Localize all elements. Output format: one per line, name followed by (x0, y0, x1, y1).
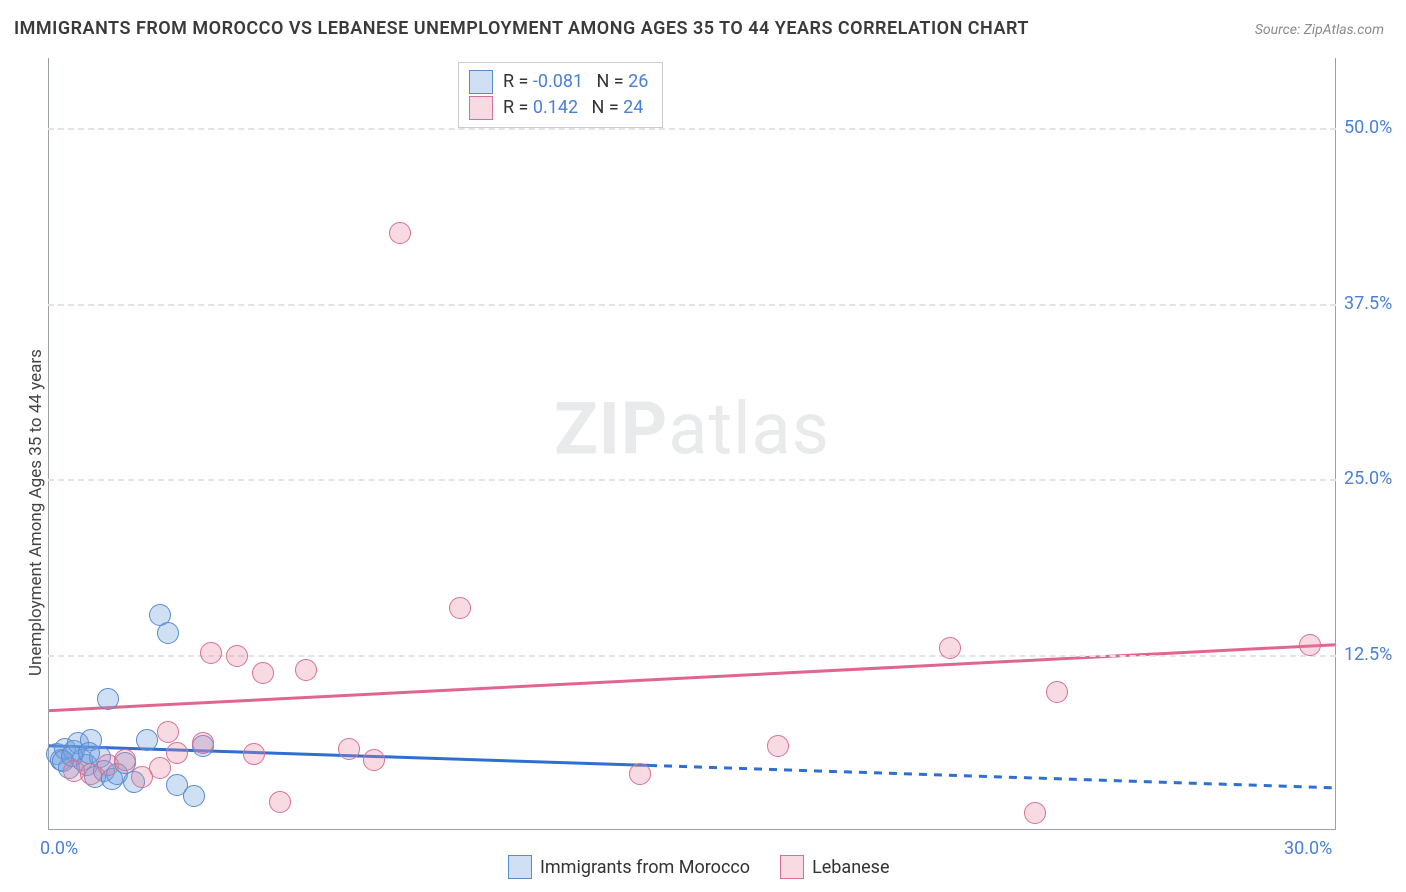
data-point-lebanese (1046, 681, 1068, 703)
data-point-lebanese (157, 721, 179, 743)
data-point-morocco (157, 622, 179, 644)
data-point-lebanese (1024, 802, 1046, 824)
data-point-lebanese (252, 662, 274, 684)
chart-title: IMMIGRANTS FROM MOROCCO VS LEBANESE UNEM… (14, 18, 1029, 39)
legend-stats-morocco: R = -0.081 N = 26 (503, 69, 648, 95)
data-point-lebanese (243, 743, 265, 765)
source-label: Source: ZipAtlas.com (1255, 22, 1384, 38)
data-point-lebanese (767, 735, 789, 757)
legend-swatch-bottom-lebanese (780, 855, 804, 879)
data-point-lebanese (389, 222, 411, 244)
y-tick-label: 25.0% (1344, 468, 1392, 489)
data-point-lebanese (1299, 634, 1321, 656)
legend-stats-lebanese: R = 0.142 N = 24 (503, 95, 643, 121)
data-point-morocco (97, 688, 119, 710)
legend-swatch-bottom-morocco (508, 855, 532, 879)
y-axis-left (48, 58, 49, 830)
y-axis-right (1335, 58, 1336, 830)
data-point-lebanese (192, 732, 214, 754)
trend-line-morocco (649, 765, 1336, 787)
data-point-morocco (136, 729, 158, 751)
data-point-lebanese (338, 738, 360, 760)
correlation-legend: R = -0.081 N = 26R = 0.142 N = 24 (458, 62, 663, 128)
data-point-morocco (183, 785, 205, 807)
y-tick-label: 50.0% (1344, 117, 1392, 138)
data-point-lebanese (114, 749, 136, 771)
x-axis (48, 829, 1336, 830)
legend-label-morocco: Immigrants from Morocco (540, 857, 750, 878)
grid-line (48, 304, 1336, 306)
data-point-lebanese (226, 645, 248, 667)
y-axis-title: Unemployment Among Ages 35 to 44 years (26, 349, 46, 676)
data-point-lebanese (449, 597, 471, 619)
x-tick-label: 0.0% (40, 838, 78, 859)
data-point-lebanese (166, 742, 188, 764)
data-point-lebanese (295, 659, 317, 681)
plot-area: ZIPatlas (48, 58, 1336, 830)
legend-item-morocco: Immigrants from Morocco (508, 855, 750, 879)
trend-lines (48, 58, 1336, 830)
y-tick-label: 37.5% (1344, 293, 1392, 314)
data-point-lebanese (269, 791, 291, 813)
data-point-morocco (78, 742, 100, 764)
y-tick-label: 12.5% (1344, 644, 1392, 665)
data-point-lebanese (363, 749, 385, 771)
legend-row-morocco: R = -0.081 N = 26 (469, 69, 648, 95)
grid-line (48, 479, 1336, 481)
data-point-lebanese (149, 757, 171, 779)
series-legend: Immigrants from Morocco Lebanese (508, 855, 890, 879)
legend-item-lebanese: Lebanese (780, 855, 889, 879)
legend-swatch-lebanese (469, 96, 493, 120)
data-point-lebanese (629, 763, 651, 785)
legend-swatch-morocco (469, 70, 493, 94)
data-point-lebanese (200, 642, 222, 664)
legend-label-lebanese: Lebanese (812, 857, 889, 878)
data-point-lebanese (939, 637, 961, 659)
x-tick-label: 30.0% (1284, 838, 1332, 859)
grid-line (48, 128, 1336, 130)
legend-row-lebanese: R = 0.142 N = 24 (469, 95, 648, 121)
